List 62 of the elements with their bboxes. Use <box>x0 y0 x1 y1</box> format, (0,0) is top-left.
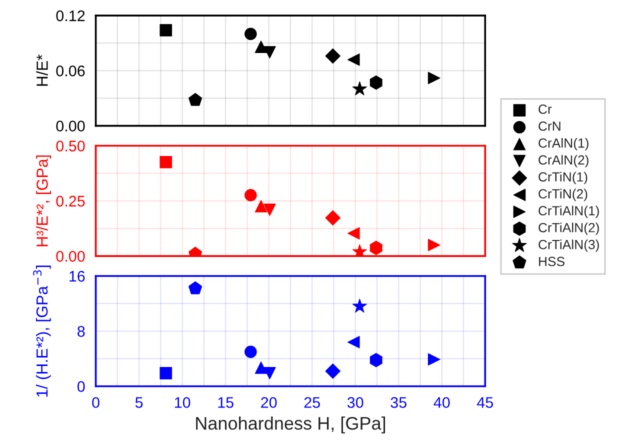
x-tick-label: 5 <box>135 397 143 408</box>
x-axis-title: Nanohardness H, [GPa] <box>196 416 386 434</box>
point <box>160 156 172 168</box>
y-tick-label: 0.12 <box>56 10 85 22</box>
point <box>264 46 276 58</box>
point <box>428 72 440 84</box>
y-axis-title: H/E* <box>36 54 48 86</box>
y-tick-label: 8 <box>78 326 85 337</box>
y-tick-label: 0.50 <box>56 140 85 152</box>
point <box>370 75 382 90</box>
legend-label: CrTiAlN(2) <box>538 222 599 235</box>
legend-label: CrAlN(2) <box>538 154 588 168</box>
y-tick-label: 0 <box>77 381 85 392</box>
point <box>244 346 257 358</box>
y-tick-label: 16 <box>70 270 85 282</box>
point <box>347 227 360 240</box>
y-axis-title: H³/E*², [GPa] <box>36 155 52 246</box>
legend-label: CrTiAlN(3) <box>538 240 599 252</box>
point <box>264 204 276 216</box>
legend-label: CrTiN(2) <box>538 188 588 202</box>
legend-label: CrTiAlN(1) <box>538 206 599 218</box>
point <box>347 336 360 348</box>
legend-label: CrAlN(1) <box>538 138 588 150</box>
point <box>188 281 202 294</box>
y-tick-label: 0.25 <box>56 196 85 207</box>
point <box>244 189 257 202</box>
point <box>325 210 340 226</box>
legend-label: Cr <box>538 104 552 114</box>
point <box>352 81 367 96</box>
point <box>160 24 172 36</box>
point <box>370 352 382 368</box>
y-tick-label: 0.06 <box>56 66 85 76</box>
point <box>160 367 172 380</box>
point <box>254 40 268 53</box>
x-tick-label: 10 <box>174 397 190 408</box>
point <box>244 28 257 40</box>
y-tick-label: 0.00 <box>56 250 85 262</box>
legend-label: CrN <box>538 121 560 131</box>
point <box>352 298 367 313</box>
point <box>428 238 440 252</box>
point <box>370 240 382 255</box>
point <box>254 200 268 212</box>
x-tick-label: 40 <box>434 397 450 408</box>
legend-label: HSS <box>539 256 564 266</box>
x-tick-label: 15 <box>218 397 234 408</box>
y-axis-title: 1/ (H.E*²), [GPa$^{−3}$] <box>33 266 51 397</box>
x-tick-label: 30 <box>347 397 364 408</box>
x-tick-label: 25 <box>304 397 320 408</box>
point <box>264 367 276 380</box>
point <box>188 92 202 106</box>
point <box>428 353 440 366</box>
x-tick-label: 20 <box>261 397 277 408</box>
x-tick-label: 35 <box>390 397 406 408</box>
x-tick-label: 45 <box>476 397 493 408</box>
point <box>325 363 340 379</box>
point <box>325 48 340 64</box>
point <box>352 244 367 256</box>
x-tick-label: 0 <box>92 397 100 408</box>
legend-label: CrTiN(1) <box>538 172 588 184</box>
y-tick-label: 0.00 <box>56 120 85 132</box>
point <box>347 53 360 66</box>
point <box>254 362 268 374</box>
